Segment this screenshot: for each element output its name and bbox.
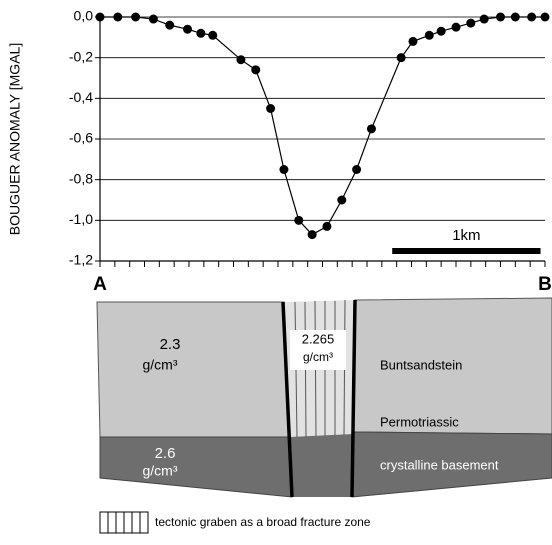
graben-label-box (290, 330, 346, 370)
data-point (236, 55, 246, 65)
y-tick-label: -0,8 (69, 170, 93, 186)
data-point (251, 65, 261, 75)
fault-right (350, 299, 357, 498)
density-unit: g/cm³ (143, 357, 178, 373)
data-point (294, 215, 304, 225)
data-point (396, 53, 406, 63)
data-point (307, 230, 317, 240)
data-point (352, 165, 362, 174)
data-point (408, 36, 418, 46)
data-point (479, 14, 489, 24)
layer-label: crystalline basement (380, 457, 499, 472)
y-tick-label: -0,4 (69, 89, 93, 105)
data-point (466, 18, 476, 28)
data-point (496, 12, 505, 22)
density-label: 2.6 (155, 445, 176, 462)
y-tick-label: -0,2 (69, 48, 93, 64)
data-point (266, 104, 276, 113)
data-point (436, 26, 446, 36)
profile-end-label: B (538, 274, 552, 295)
layer-label: Permotriassic (380, 414, 459, 429)
cross-section: 2.3 g/cm³ 2.265 g/cm³ 2.6 g/cm³ Buntsand… (96, 297, 552, 534)
y-tick-label: 0,0 (74, 8, 94, 24)
profile-start-label: A (93, 274, 107, 295)
lower-left-block (99, 436, 293, 498)
density-label: 2.3 (160, 336, 181, 353)
profile-line (100, 16, 545, 236)
data-point (527, 12, 537, 22)
data-point (208, 30, 218, 40)
graben-lower (290, 434, 353, 497)
layer-label: Buntsandstein (380, 357, 462, 372)
density-label: 2.265 (302, 331, 335, 346)
density-unit: g/cm³ (303, 350, 333, 364)
data-point (148, 14, 158, 24)
data-point (540, 12, 550, 22)
data-point (131, 12, 141, 22)
density-unit: g/cm³ (143, 463, 178, 479)
scale-bar-label: 1km (452, 227, 480, 244)
fault-left (281, 301, 294, 498)
data-point (165, 20, 175, 30)
data-point (451, 22, 461, 32)
data-point (196, 28, 206, 38)
data-point (366, 124, 376, 134)
legend-hatch (107, 512, 141, 533)
upper-left-block (96, 301, 291, 438)
y-tick-label: -1,2 (69, 252, 93, 268)
data-point (510, 12, 520, 22)
data-point (113, 12, 123, 22)
data-point (322, 221, 332, 231)
y-axis-label: BOUGUER ANOMALY [MGAL] (7, 43, 23, 235)
data-point (337, 195, 347, 205)
data-point (424, 30, 434, 40)
data-point (183, 24, 193, 34)
y-tick-label: -1,0 (69, 211, 93, 227)
data-point (279, 165, 289, 174)
legend-label: tectonic graben as a broad fracture zone (155, 515, 371, 529)
y-tick-label: -0,6 (69, 130, 93, 146)
scale-bar (392, 248, 541, 254)
data-point (95, 12, 105, 22)
